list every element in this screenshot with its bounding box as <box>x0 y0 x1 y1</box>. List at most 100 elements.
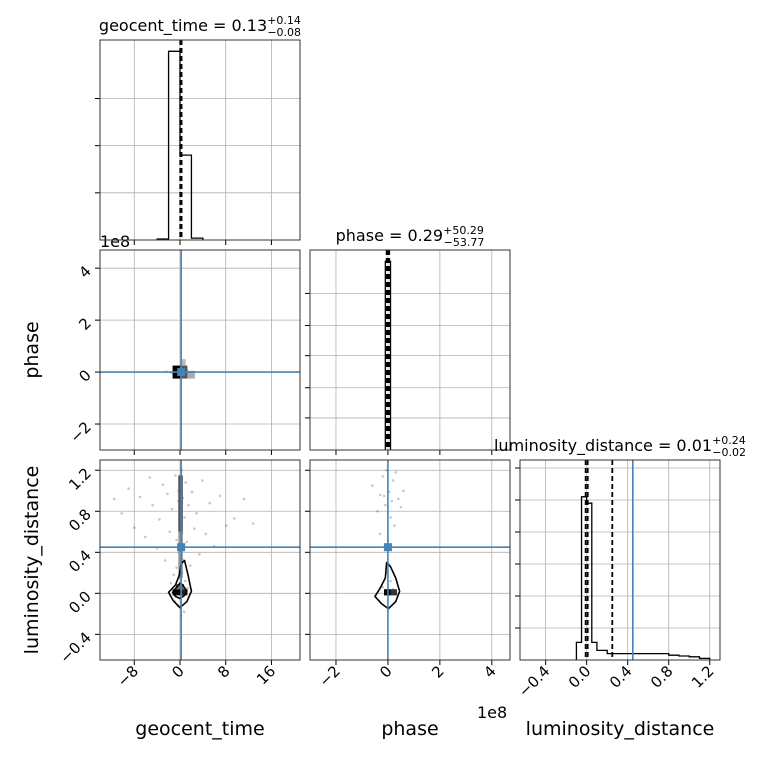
panel-geocent-time-vs-luminosity-distance-tick-label-y: 0.0 <box>65 587 95 617</box>
panel-geocent-time-vs-luminosity-distance-sample-point <box>138 495 142 499</box>
panel-geocent-time-vs-luminosity-distance-sample-point <box>169 581 173 585</box>
panel-phase-vs-luminosity-distance-tick-label-x: 2 <box>428 662 447 681</box>
hist-luminosity-distance-tick-label-x: 0.0 <box>565 662 595 692</box>
hist-phase-axes <box>305 250 510 455</box>
panel-geocent-time-vs-luminosity-distance-sample-point <box>185 540 189 544</box>
panel-phase-vs-luminosity-distance-sample-point <box>378 532 382 536</box>
panel-geocent-time-vs-luminosity-distance-sample-point <box>198 553 201 556</box>
panel-phase-vs-luminosity-distance-contour <box>374 561 401 610</box>
panel-geocent-time-vs-luminosity-distance-content <box>100 460 300 660</box>
hist-luminosity-distance-tick-label-x: 1.2 <box>688 662 718 692</box>
panel-geocent-time-vs-luminosity-distance-sample-point <box>120 512 124 515</box>
panel-phase-vs-luminosity-distance-sample-point <box>381 475 385 478</box>
panel-geocent-time-vs-luminosity-distance-sample-point <box>204 532 208 536</box>
panel-phase-vs-luminosity-distance-tick-label-x: 4 <box>480 662 499 681</box>
panel-geocent-time-vs-luminosity-distance-sample-point <box>183 579 187 583</box>
panel-geocent-time-vs-phase-tick-label-y: −2 <box>66 418 94 446</box>
panel-geocent-time-vs-luminosity-distance-tick-label-x: 8 <box>214 662 233 681</box>
panel-geocent-time-vs-luminosity-distance-density-cell <box>176 584 184 590</box>
panel-geocent-time-vs-phase-content <box>100 250 300 450</box>
panel-geocent-time-vs-luminosity-distance-sample-point <box>166 492 169 496</box>
panel-phase-vs-luminosity-distance-sample-point <box>397 497 400 501</box>
panel-geocent-time-vs-luminosity-distance-sample-point <box>143 535 147 539</box>
panel-phase-vs-luminosity-distance-sample-point <box>399 505 403 509</box>
panel-geocent-time-vs-luminosity-distance-tick-label-x: 0 <box>168 662 187 681</box>
panel-phase-vs-luminosity-distance-sample-point <box>382 494 386 498</box>
panel-geocent-time-vs-luminosity-distance-sample-point <box>182 610 186 614</box>
panel-geocent-time-vs-luminosity-distance-sample-point <box>192 527 196 531</box>
panel-geocent-time-vs-luminosity-distance-sample-point <box>187 503 190 507</box>
panel-phase-vs-luminosity-distance-sample-point <box>402 489 405 493</box>
panel-geocent-time-vs-luminosity-distance-sample-point <box>151 503 154 507</box>
panel-phase-vs-luminosity-distance-sample-point <box>389 516 392 519</box>
panel-geocent-time-vs-phase-axes: −2 0 2 4 <box>66 250 300 455</box>
panel-phase-vs-luminosity-distance-sample-point <box>389 579 392 583</box>
panel-geocent-time-vs-luminosity-distance-sample-point <box>190 490 194 494</box>
panel-geocent-time-vs-luminosity-distance-sample-point <box>208 501 212 505</box>
hist-luminosity-distance-frame <box>519 459 721 661</box>
panel-geocent-time-vs-phase-tick-label-y: 0 <box>75 366 94 385</box>
panel-geocent-time-vs-luminosity-distance-sample-point <box>195 512 198 515</box>
panel-geocent-time-vs-luminosity-distance-sample-point <box>132 526 136 529</box>
panel-geocent-time-vs-luminosity-distance-sample-point <box>148 476 152 479</box>
panel-phase-vs-luminosity-distance-sample-point <box>384 503 387 507</box>
panel-phase-vs-luminosity-distance-sample-point <box>381 585 385 589</box>
panel-geocent-time-vs-phase-density-cell <box>181 359 186 366</box>
panel-phase-vs-luminosity-distance-truth-marker <box>383 543 392 552</box>
panel-geocent-time-vs-phase-tick-label-y: 2 <box>75 314 94 333</box>
panel-geocent-time-vs-luminosity-distance-tick-label-x: −8 <box>114 662 142 690</box>
panel-phase-vs-luminosity-distance-axes: −2 0 2 4 <box>305 460 510 690</box>
panel-phase-vs-luminosity-distance-sample-point <box>376 509 379 513</box>
panel-phase-vs-luminosity-distance-sample-point <box>378 493 382 497</box>
panel-geocent-time-vs-luminosity-distance-sample-point <box>188 564 192 567</box>
panel-geocent-time-vs-luminosity-distance-tick-label-y: −0.4 <box>56 628 94 666</box>
panel-geocent-time-vs-luminosity-distance-sample-point <box>163 559 167 562</box>
hist-phase-frame <box>309 249 511 451</box>
hist-luminosity-distance-tick-label-x: −0.4 <box>515 662 553 700</box>
hist-luminosity-distance-tick-label-x: 0.8 <box>647 662 677 692</box>
panel-geocent-time-vs-luminosity-distance-sample-point <box>170 507 174 511</box>
panel-geocent-time-vs-luminosity-distance-sample-point <box>224 524 228 527</box>
axis-label-geocent-time: geocent_time <box>135 718 264 740</box>
panel-geocent-time-vs-luminosity-distance-contour <box>171 582 188 600</box>
axis-label-luminosity-distance-y: luminosity_distance <box>21 466 43 655</box>
hist-luminosity-distance-tick-label-x: 0.4 <box>606 662 636 692</box>
panel-geocent-time-vs-luminosity-distance-axes: −8 0 8 16 −0.4 0.0 0.4 0.8 1.2 <box>56 460 300 690</box>
panel-phase-vs-luminosity-distance-frame <box>309 459 511 661</box>
offset-label-bottom: 1e8 <box>477 703 507 722</box>
panel-geocent-time-vs-phase-truth-marker <box>177 368 186 377</box>
hist-geocent-time-frame <box>99 39 301 241</box>
panel-geocent-time-vs-luminosity-distance-sample-point <box>168 530 172 534</box>
panel-phase-vs-luminosity-distance-tick-label-x: −2 <box>315 662 343 690</box>
panel-geocent-time-vs-luminosity-distance-sample-point <box>175 566 178 569</box>
hist-geocent-time-axes <box>95 40 300 245</box>
panel-geocent-time-vs-luminosity-distance-sample-point <box>172 573 176 577</box>
panel-phase-vs-luminosity-distance-density-cell <box>390 589 398 596</box>
panel-geocent-time-vs-luminosity-distance-sample-point <box>127 487 130 491</box>
panel-geocent-time-vs-phase-density-cell <box>187 370 195 379</box>
panel-phase-vs-luminosity-distance-sample-point <box>390 499 394 503</box>
panel-geocent-time-vs-luminosity-distance-sample-point <box>158 518 161 521</box>
panel-geocent-time-vs-luminosity-distance-tick-label-y: 0.8 <box>65 505 95 535</box>
hist-geocent-time-title: geocent_time = 0.13+0.14 −0.08 <box>99 14 301 39</box>
panel-geocent-time-vs-luminosity-distance-density-cell <box>180 589 188 596</box>
panel-phase-vs-luminosity-distance-tick-label-x: 0 <box>376 662 395 681</box>
hist-geocent-time-histogram <box>156 50 204 240</box>
panel-geocent-time-vs-luminosity-distance-sample-point <box>175 538 178 542</box>
panel-geocent-time-vs-luminosity-distance-sample-point <box>218 494 222 498</box>
panel-phase-vs-luminosity-distance-content <box>310 460 510 660</box>
panel-phase-vs-luminosity-distance-sample-point <box>371 484 374 487</box>
panel-geocent-time-vs-phase-frame <box>99 249 301 451</box>
panel-geocent-time-vs-luminosity-distance-truth-marker <box>177 543 186 552</box>
panel-geocent-time-vs-luminosity-distance-sample-point <box>112 497 116 501</box>
panel-geocent-time-vs-luminosity-distance-sample-point <box>183 516 186 519</box>
offset-label-top: 1e8 <box>100 232 130 251</box>
axis-label-phase-y: phase <box>21 321 43 378</box>
panel-geocent-time-vs-luminosity-distance-sample-point <box>251 522 255 525</box>
hist-phase-title: phase = 0.29+50.29 −53.77 <box>336 224 485 249</box>
panel-geocent-time-vs-luminosity-distance-sample-point <box>242 497 246 501</box>
axis-label-phase-x: phase <box>381 718 438 740</box>
panel-geocent-time-vs-luminosity-distance-tick-label-y: 1.2 <box>65 464 95 494</box>
panel-geocent-time-vs-luminosity-distance-sample-point <box>184 481 188 484</box>
